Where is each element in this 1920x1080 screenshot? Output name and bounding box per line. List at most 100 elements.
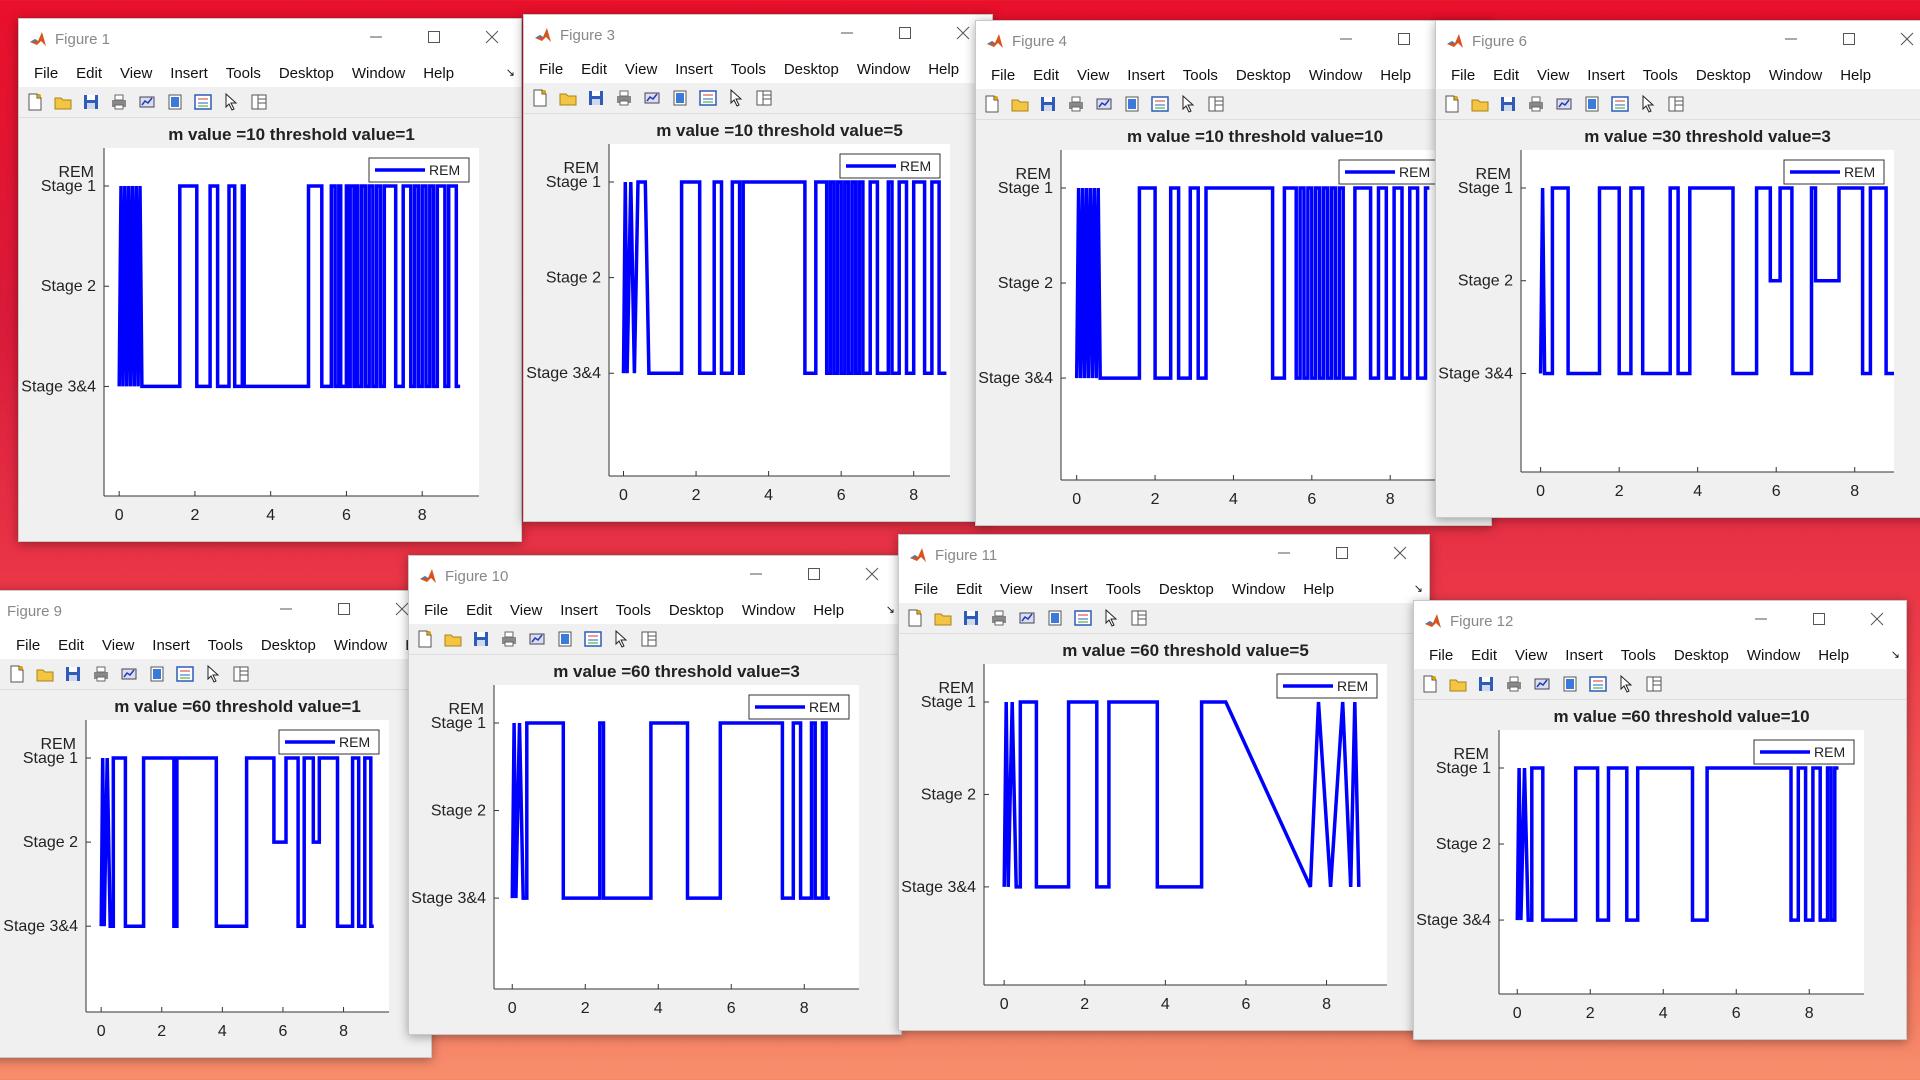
close-button[interactable]: [373, 591, 431, 631]
menu-item-desktop[interactable]: Desktop: [1695, 66, 1751, 84]
pointer-icon[interactable]: [611, 629, 631, 649]
print-icon[interactable]: [1504, 674, 1524, 694]
dock-arrow-icon[interactable]: ↘: [1413, 583, 1423, 595]
close-button[interactable]: [1848, 601, 1906, 641]
title-bar[interactable]: Figure 6: [1436, 21, 1920, 61]
colorbar-icon[interactable]: [147, 664, 167, 684]
menu-item-file[interactable]: File: [539, 60, 564, 78]
menu-item-edit[interactable]: Edit: [956, 580, 983, 598]
menu-item-help[interactable]: Help: [928, 60, 960, 78]
property-editor-icon[interactable]: [231, 664, 251, 684]
figure-window[interactable]: Figure 4 File Edit View Insert Tools Desktop Wi…: [975, 20, 1492, 526]
menu-item-help[interactable]: Help: [1380, 66, 1412, 84]
menu-item-desktop[interactable]: Desktop: [668, 601, 724, 619]
menu-item-insert[interactable]: Insert: [1050, 580, 1088, 598]
new-figure-icon[interactable]: [1420, 674, 1440, 694]
figure-window[interactable]: Figure 12 File Edit View Insert Tools Desktop W…: [1413, 600, 1907, 1040]
menu-item-edit[interactable]: Edit: [76, 64, 103, 82]
menu-item-view[interactable]: View: [102, 636, 135, 654]
colorbar-icon[interactable]: [555, 629, 575, 649]
minimize-button[interactable]: [257, 591, 315, 631]
pointer-icon[interactable]: [726, 88, 746, 108]
open-file-icon[interactable]: [53, 92, 73, 112]
menu-item-tools[interactable]: Tools: [615, 601, 651, 619]
menu-item-edit[interactable]: Edit: [1493, 66, 1520, 84]
menu-item-desktop[interactable]: Desktop: [278, 64, 334, 82]
legend[interactable]: REM: [1338, 159, 1440, 185]
menu-item-desktop[interactable]: Desktop: [260, 636, 316, 654]
pointer-icon[interactable]: [1178, 94, 1198, 114]
print-icon[interactable]: [1066, 94, 1086, 114]
link-plot-icon[interactable]: [137, 92, 157, 112]
save-icon[interactable]: [961, 608, 981, 628]
menu-item-view[interactable]: View: [510, 601, 543, 619]
minimize-button[interactable]: [818, 15, 876, 55]
maximize-button[interactable]: [1820, 21, 1878, 61]
legend[interactable]: REM: [278, 729, 380, 755]
menu-item-window[interactable]: Window: [1768, 66, 1823, 84]
figure-window[interactable]: Figure 6 File Edit View Insert Tools Desktop Wi…: [1435, 20, 1920, 518]
maximize-button[interactable]: [1375, 21, 1433, 61]
menu-item-desktop[interactable]: Desktop: [1158, 580, 1214, 598]
property-editor-icon[interactable]: [639, 629, 659, 649]
colorbar-icon[interactable]: [165, 92, 185, 112]
link-plot-icon[interactable]: [1094, 94, 1114, 114]
legend-icon[interactable]: [698, 88, 718, 108]
menu-item-help[interactable]: Help: [1818, 646, 1850, 664]
open-file-icon[interactable]: [35, 664, 55, 684]
print-icon[interactable]: [614, 88, 634, 108]
menu-item-file[interactable]: File: [1429, 646, 1454, 664]
menu-item-window[interactable]: Window: [1231, 580, 1286, 598]
minimize-button[interactable]: [727, 556, 785, 596]
minimize-button[interactable]: [1317, 21, 1375, 61]
save-icon[interactable]: [81, 92, 101, 112]
colorbar-icon[interactable]: [1582, 94, 1602, 114]
colorbar-icon[interactable]: [1122, 94, 1142, 114]
minimize-button[interactable]: [1255, 535, 1313, 575]
close-button[interactable]: [1878, 21, 1920, 61]
open-file-icon[interactable]: [933, 608, 953, 628]
title-bar[interactable]: Figure 9: [0, 591, 431, 631]
menu-item-help[interactable]: Help: [1840, 66, 1872, 84]
menu-item-tools[interactable]: Tools: [1105, 580, 1141, 598]
figure-window[interactable]: Figure 11 File Edit View Insert Tools Desktop W…: [898, 534, 1430, 1031]
menu-item-tools[interactable]: Tools: [730, 60, 766, 78]
legend[interactable]: REM: [1783, 159, 1885, 185]
new-figure-icon[interactable]: [530, 88, 550, 108]
menu-item-tools[interactable]: Tools: [1620, 646, 1656, 664]
legend[interactable]: REM: [368, 157, 470, 183]
close-button[interactable]: [934, 15, 992, 55]
save-icon[interactable]: [63, 664, 83, 684]
open-file-icon[interactable]: [1470, 94, 1490, 114]
menu-item-file[interactable]: File: [424, 601, 449, 619]
menu-item-window[interactable]: Window: [351, 64, 406, 82]
property-editor-icon[interactable]: [754, 88, 774, 108]
figure-window[interactable]: Figure 9 File Edit View Insert Tools Desktop Wi…: [0, 590, 432, 1058]
new-figure-icon[interactable]: [7, 664, 27, 684]
save-icon[interactable]: [1038, 94, 1058, 114]
menu-item-edit[interactable]: Edit: [581, 60, 608, 78]
menu-item-tools[interactable]: Tools: [207, 636, 243, 654]
open-file-icon[interactable]: [443, 629, 463, 649]
menu-item-view[interactable]: View: [1515, 646, 1548, 664]
legend-icon[interactable]: [1073, 608, 1093, 628]
link-plot-icon[interactable]: [527, 629, 547, 649]
legend-icon[interactable]: [175, 664, 195, 684]
maximize-button[interactable]: [1790, 601, 1848, 641]
menu-item-desktop[interactable]: Desktop: [783, 60, 839, 78]
close-button[interactable]: [463, 19, 521, 59]
legend-icon[interactable]: [1588, 674, 1608, 694]
menu-item-insert[interactable]: Insert: [1587, 66, 1625, 84]
menu-item-tools[interactable]: Tools: [1182, 66, 1218, 84]
minimize-button[interactable]: [1732, 601, 1790, 641]
title-bar[interactable]: Figure 11: [899, 535, 1429, 575]
close-button[interactable]: [843, 556, 901, 596]
new-figure-icon[interactable]: [25, 92, 45, 112]
new-figure-icon[interactable]: [1442, 94, 1462, 114]
menu-item-file[interactable]: File: [16, 636, 41, 654]
maximize-button[interactable]: [1313, 535, 1371, 575]
menu-item-window[interactable]: Window: [741, 601, 796, 619]
colorbar-icon[interactable]: [1560, 674, 1580, 694]
save-icon[interactable]: [1476, 674, 1496, 694]
legend[interactable]: REM: [748, 694, 850, 720]
